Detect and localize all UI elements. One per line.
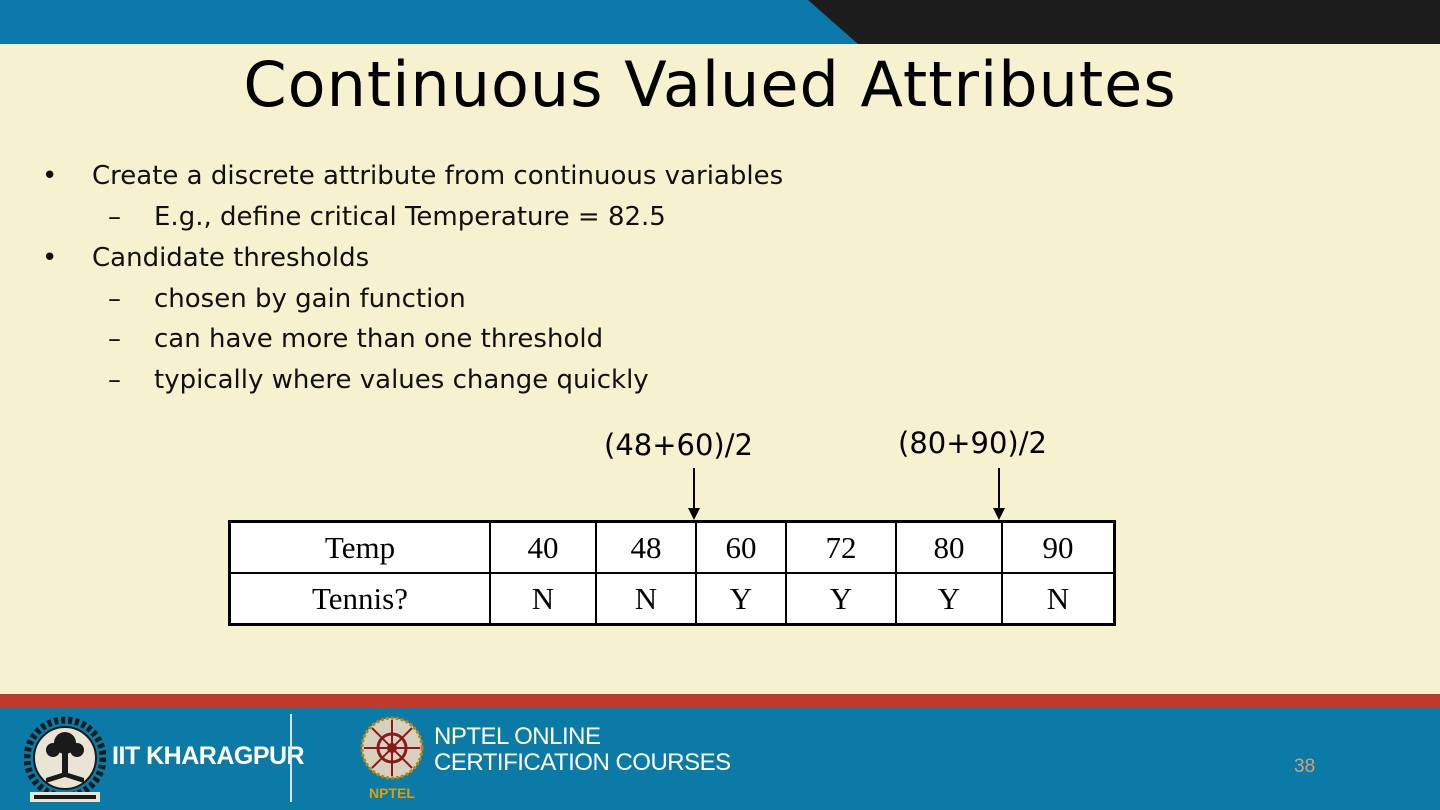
table-row: Tennis? N N Y Y Y N — [228, 572, 1116, 626]
footer-stripe — [0, 694, 1440, 708]
footer-divider — [290, 714, 292, 802]
sub-bullet-text: chosen by gain function — [154, 284, 466, 314]
sub-bullet-marker: – — [108, 284, 121, 314]
sub-bullet-text: can have more than one threshold — [154, 324, 604, 354]
threshold-label-1: (48+60)/2 — [604, 428, 753, 462]
table-cell: 90 — [1001, 520, 1116, 574]
table-cell: Y — [695, 572, 787, 626]
sub-bullet-marker: – — [108, 365, 121, 395]
page-number: 38 — [1294, 756, 1316, 777]
nptel-line-1: NPTEL ONLINE — [434, 723, 601, 750]
nptel-logo-caption: NPTEL — [369, 785, 415, 801]
arrow-head-icon — [688, 508, 700, 520]
threshold-label-2: (80+90)/2 — [898, 426, 1047, 460]
sub-bullet-text: typically where values change quickly — [154, 365, 649, 395]
sub-bullet-text: E.g., define critical Temperature = 82.5 — [154, 202, 666, 232]
table-cell: Y — [895, 572, 1003, 626]
table-cell: 48 — [595, 520, 697, 574]
table-cell: N — [595, 572, 697, 626]
table-cell: 60 — [695, 520, 787, 574]
bullet-text: Candidate thresholds — [92, 243, 370, 273]
iit-kharagpur-logo-icon — [24, 716, 106, 802]
table-cell: Y — [785, 572, 897, 626]
sub-bullet-marker: – — [108, 202, 121, 232]
bullet-text: Create a discrete attribute from continu… — [92, 161, 784, 191]
table-cell: Tennis? — [228, 572, 491, 626]
nptel-logo-icon: NPTEL — [360, 716, 424, 801]
table-cell: N — [1001, 572, 1116, 626]
table-cell: 40 — [489, 520, 597, 574]
slide-title: Continuous Valued Attributes — [243, 48, 1177, 121]
table-cell: 72 — [785, 520, 897, 574]
bullet-marker: • — [42, 243, 58, 273]
threshold-arrow-1 — [693, 468, 695, 510]
table-row: Temp 40 48 60 72 80 90 — [228, 520, 1116, 574]
table-cell: 80 — [895, 520, 1003, 574]
nptel-line-2: CERTIFICATION COURSES — [434, 749, 731, 776]
arrow-head-icon — [993, 508, 1005, 520]
footer-bar — [0, 708, 1440, 810]
threshold-arrow-2 — [998, 468, 1000, 510]
table-cell: N — [489, 572, 597, 626]
bullet-marker: • — [42, 161, 58, 191]
top-bar-dark-segment — [808, 0, 1440, 44]
temperature-table: Temp 40 48 60 72 80 90 Tennis? N N Y Y Y… — [228, 520, 1116, 626]
iit-kharagpur-label: IIT KHARAGPUR — [112, 742, 305, 770]
sub-bullet-marker: – — [108, 324, 121, 354]
nptel-program-label: NPTEL ONLINE CERTIFICATION COURSES — [434, 724, 731, 776]
table-cell: Temp — [228, 520, 491, 574]
